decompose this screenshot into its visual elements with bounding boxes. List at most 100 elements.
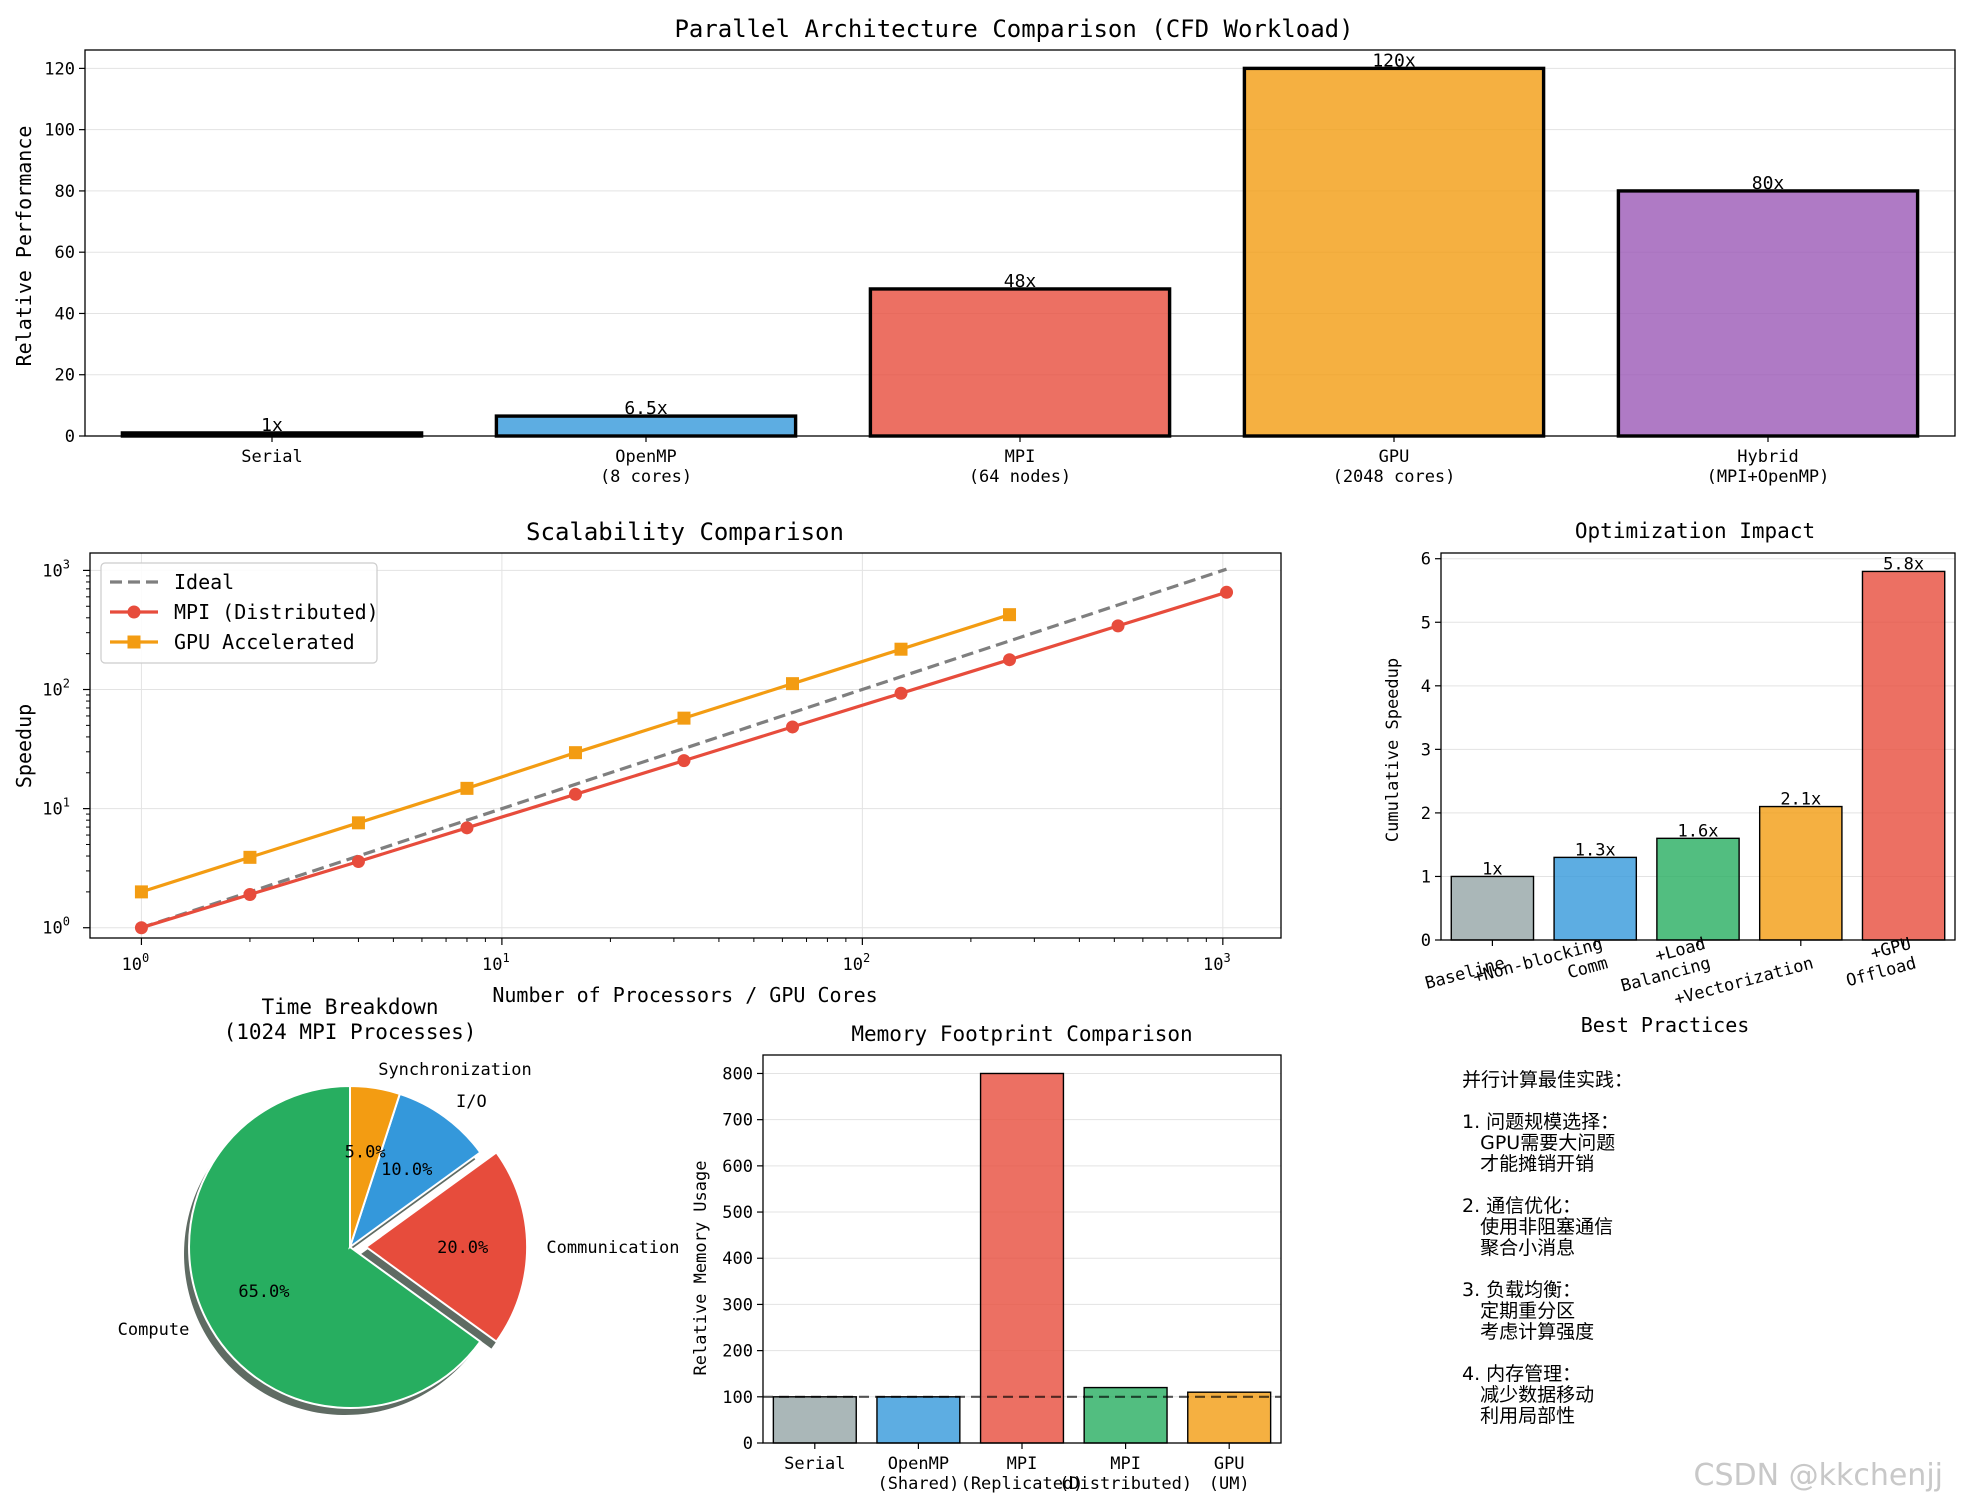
y-tick-label: 100: [44, 121, 75, 141]
y-tick-label: 200: [722, 1342, 753, 1362]
x-tick-label: (Distributed): [1059, 1474, 1192, 1494]
bar-value-label: 1.3x: [1575, 840, 1616, 860]
pie-slice: [348, 1092, 482, 1250]
scalability-y-axis-label: Speedup: [12, 704, 36, 788]
notes-group-1: 1. 问题规模选择： GPU需要大问题 才能摊销开销: [1462, 1112, 1922, 1175]
data-point: [243, 888, 257, 902]
panel-optimization-impact: Optimization Impact Best Practices Cumul…: [1383, 519, 1956, 1037]
pie-slice: [364, 1151, 529, 1343]
y-tick-label: 80: [55, 182, 75, 202]
plot-frame: [762, 1054, 1282, 1444]
y-tick-label: 20: [55, 366, 75, 386]
x-tick-label: (MPI+OpenMP): [1707, 467, 1830, 487]
notes-line: 定期重分区: [1462, 1300, 1576, 1322]
x-tick-label: (8 cores): [600, 467, 692, 487]
panel-scalability-comparison: Scalability Comparison Number of Process…: [12, 518, 1282, 1007]
y-tick-label: 100: [722, 1388, 753, 1408]
data-point: [894, 686, 908, 700]
notes-line: 2. 通信优化：: [1462, 1195, 1582, 1217]
pie-category-label: Compute: [118, 1320, 190, 1340]
data-point: [568, 787, 582, 801]
y-tick-label: 0: [1421, 931, 1431, 951]
notes-line: 4. 内存管理：: [1462, 1363, 1582, 1385]
y-tick-label: 500: [722, 1203, 753, 1223]
data-point: [243, 850, 257, 864]
x-tick-label: MPI: [1110, 1454, 1141, 1474]
y-tick-label: 3: [1421, 740, 1431, 760]
notes-line: 聚合小消息: [1462, 1237, 1576, 1259]
x-tick-label: 103: [1203, 951, 1231, 975]
y-tick-label: 6: [1421, 550, 1431, 570]
bar: [979, 1072, 1065, 1444]
x-tick-label: 101: [482, 951, 510, 975]
x-tick-label: (Replicated): [961, 1474, 1084, 1494]
bar-value-label: 5.8x: [1883, 554, 1924, 574]
x-tick-label: MPI: [1005, 447, 1036, 467]
notes-group-3: 3. 负载均衡： 定期重分区 考虑计算强度: [1462, 1280, 1922, 1343]
bar: [1187, 1391, 1272, 1444]
notes-line: 3. 负载均衡：: [1462, 1279, 1582, 1301]
x-tick-label: (2048 cores): [1333, 467, 1456, 487]
y-tick-label: 103: [42, 557, 70, 581]
notes-group-4: 4. 内存管理： 减少数据移动 利用局部性: [1462, 1364, 1922, 1427]
data-point: [351, 854, 365, 868]
pie-category-label: Synchronization: [378, 1060, 532, 1080]
y-tick-label: 120: [44, 59, 75, 79]
x-tick-label: MPI: [1007, 1454, 1038, 1474]
panel-memory-footprint: Memory Footprint Comparison Relative Mem…: [691, 1022, 1282, 1494]
y-tick-label: 100: [42, 915, 70, 939]
plot-frame: [89, 552, 1282, 939]
y-tick-label: 60: [55, 243, 75, 263]
x-tick-label: 102: [843, 951, 871, 975]
legend-entry-label: Ideal: [174, 570, 234, 594]
bar: [1758, 805, 1843, 941]
panel-architecture-comparison: Parallel Architecture Comparison (CFD Wo…: [12, 15, 1956, 487]
data-point: [785, 677, 799, 691]
bar-value-label: 1.6x: [1678, 821, 1719, 841]
notes-heading: 并行计算最佳实践：: [1462, 1069, 1634, 1091]
architecture-y-axis-label: Relative Performance: [12, 126, 36, 367]
y-tick-label: 2: [1421, 804, 1431, 824]
y-tick-label: 400: [722, 1249, 753, 1269]
y-tick-label: 101: [42, 796, 70, 820]
pie-slice: [188, 1084, 482, 1409]
architecture-chart-title: Parallel Architecture Comparison (CFD Wo…: [674, 15, 1353, 43]
data-point: [894, 642, 908, 656]
x-tick-label: Serial: [241, 447, 302, 467]
bar: [1242, 66, 1546, 438]
notes-line: 利用局部性: [1462, 1405, 1576, 1427]
legend-entry-label: MPI (Distributed): [174, 600, 379, 624]
plot-frame: [84, 49, 1956, 437]
pie-title-line-2: (1024 MPI Processes): [224, 1020, 477, 1044]
pie-slice: [349, 1084, 402, 1248]
bar-value-label: 48x: [1004, 271, 1037, 292]
legend-marker: [127, 605, 141, 619]
bar: [868, 287, 1172, 438]
bar: [1450, 875, 1535, 941]
scalability-x-axis-label: Number of Processors / GPU Cores: [492, 983, 877, 1007]
data-point: [1003, 653, 1017, 667]
y-tick-label: 1: [1421, 867, 1431, 887]
notes-line: 减少数据移动: [1462, 1384, 1595, 1406]
data-point: [351, 816, 365, 830]
y-tick-label: 4: [1421, 677, 1431, 697]
pie-category-label: Communication: [546, 1238, 679, 1258]
notes-line: GPU需要大问题: [1462, 1132, 1616, 1154]
data-point: [677, 754, 691, 768]
notes-line: 1. 问题规模选择：: [1462, 1111, 1620, 1133]
pie-percent-label: 5.0%: [345, 1143, 386, 1163]
y-tick-label: 0: [743, 1434, 753, 1454]
x-tick-label: GPU: [1214, 1454, 1245, 1474]
legend-marker: [127, 635, 141, 649]
data-point: [460, 821, 474, 835]
legend-box: [100, 562, 378, 664]
x-tick-label: GPU: [1379, 447, 1410, 467]
memory-chart-title: Memory Footprint Comparison: [851, 1022, 1192, 1046]
x-tick-label: (64 nodes): [969, 467, 1071, 487]
series-line: [140, 567, 1228, 930]
data-point: [677, 711, 691, 725]
panel-time-breakdown: Time Breakdown (1024 MPI Processes) 65.0…: [118, 995, 679, 1415]
optimization-chart-title: Optimization Impact: [1575, 519, 1815, 543]
y-tick-label: 102: [42, 677, 70, 701]
